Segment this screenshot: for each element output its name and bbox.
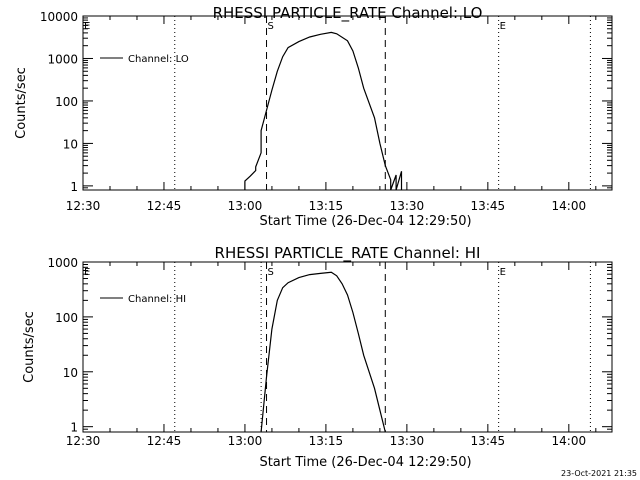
chart-title: RHESSI PARTICLE_RATE Channel: LO: [213, 4, 483, 23]
y-tick-label: 1000: [47, 52, 78, 66]
x-tick-label: 12:45: [147, 434, 182, 448]
footer-timestamp: 23-Oct-2021 21:35: [561, 469, 637, 478]
series-line: [260, 271, 386, 433]
x-axis-label: Start Time (26-Dec-04 12:29:50): [259, 214, 471, 229]
x-axis-label: Start Time (26-Dec-04 12:29:50): [259, 455, 471, 470]
y-tick-label: 10: [63, 137, 78, 151]
x-tick-label: 13:45: [471, 434, 506, 448]
x-tick-label: 12:30: [66, 199, 101, 213]
x-tick-label: 13:30: [390, 434, 425, 448]
marker-label: E: [84, 21, 90, 32]
x-tick-label: 13:15: [309, 199, 344, 213]
y-tick-label: 1000: [47, 256, 78, 270]
y-tick-label: 10: [63, 366, 78, 380]
x-tick-label: 13:15: [309, 434, 344, 448]
marker-label: E: [84, 267, 90, 278]
marker-label: S: [268, 267, 274, 278]
marker-label: S: [268, 21, 274, 32]
x-tick-label: 13:30: [390, 199, 425, 213]
x-tick-label: 13:45: [471, 199, 506, 213]
marker-label: E: [500, 267, 506, 278]
x-tick-label: 13:00: [228, 434, 263, 448]
x-tick-label: 14:00: [552, 434, 587, 448]
y-tick-label: 100: [55, 95, 78, 109]
x-tick-label: 13:00: [228, 199, 263, 213]
marker-label: E: [500, 21, 506, 32]
chart-title: RHESSI PARTICLE_RATE Channel: HI: [215, 244, 481, 263]
y-tick-label: 1: [70, 180, 78, 194]
y-axis-label: Counts/sec: [14, 67, 29, 139]
y-tick-label: 100: [55, 311, 78, 325]
plot-frame: [82, 261, 613, 433]
plot-frame: [82, 15, 613, 191]
x-tick-label: 12:30: [66, 434, 101, 448]
y-tick-label: 10000: [40, 10, 78, 24]
y-tick-label: 1: [70, 421, 78, 435]
legend-label: Channel: LO: [128, 54, 189, 65]
x-tick-label: 14:00: [552, 199, 587, 213]
y-axis-label: Counts/sec: [22, 311, 37, 383]
x-tick-label: 12:45: [147, 199, 182, 213]
series-line: [244, 31, 403, 191]
legend-label: Channel: HI: [128, 294, 186, 305]
